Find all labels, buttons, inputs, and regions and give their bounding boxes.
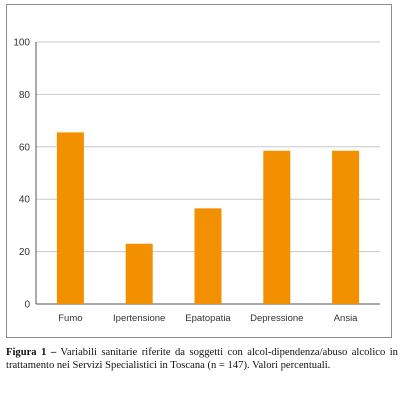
x-label-ipertensione: Ipertensione [113, 313, 165, 324]
bar-chart: 0 20 40 60 80 100 Fumo Ipertensione Epatopatia D… [13, 38, 380, 324]
bar-ansia [332, 150, 360, 304]
y-tick-label-100: 100 [13, 38, 30, 49]
figure-caption: Figura 1 – Variabili sanitarie riferite … [6, 346, 398, 372]
y-tick-label-60: 60 [19, 142, 31, 153]
y-tick-label-80: 80 [19, 90, 31, 101]
bar-depressione [263, 150, 291, 304]
bar-fumo [56, 132, 84, 304]
bar-ipertensione [125, 243, 153, 304]
y-tick-label-20: 20 [19, 247, 31, 258]
x-label-depressione: Depressione [250, 313, 303, 324]
x-label-fumo: Fumo [58, 313, 82, 324]
bars [56, 132, 360, 304]
y-tick-label-40: 40 [19, 195, 31, 206]
bar-epatopatia [194, 208, 222, 304]
caption-text: Variabili sanitarie riferite da soggetti… [6, 347, 398, 371]
x-axis-category-labels: Fumo Ipertensione Epatopatia Depressione Ans… [58, 313, 358, 324]
gridlines [36, 41, 380, 305]
caption-label: Figura 1 – [6, 347, 57, 358]
y-tick-label-0: 0 [24, 300, 30, 311]
x-label-epatopatia: Epatopatia [185, 313, 231, 324]
x-label-ansia: Ansia [334, 313, 358, 324]
y-axis-tick-labels: 0 20 40 60 80 100 [13, 38, 30, 311]
